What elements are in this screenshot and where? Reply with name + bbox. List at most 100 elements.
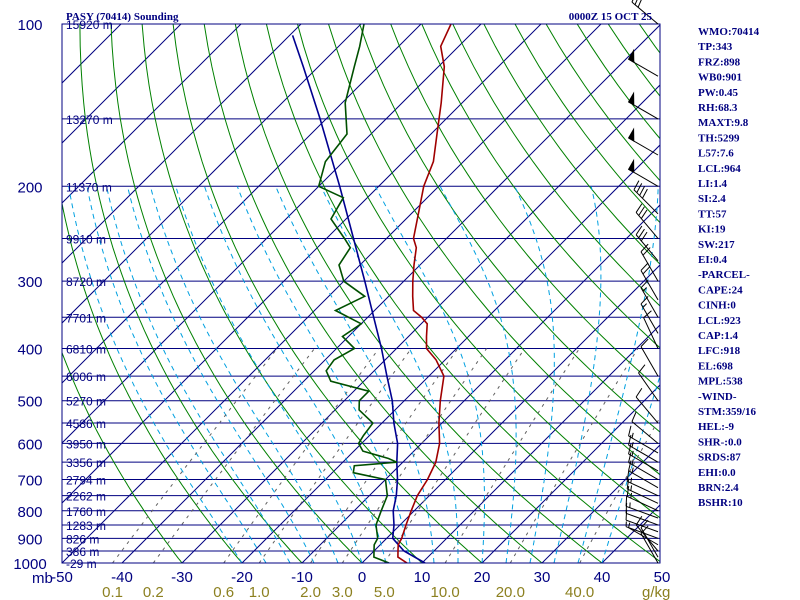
- moist-adiabat-line: [149, 186, 339, 563]
- sounding-index: LI:1.4: [698, 178, 728, 190]
- chart-title: PASY (70414) Sounding: [66, 11, 179, 23]
- wind-barb-staff: [635, 234, 659, 262]
- wind-barb-feather: [626, 478, 630, 490]
- mixing-ratio-line: [444, 348, 580, 563]
- wind-barb: [640, 243, 659, 282]
- wind-barb-staff: [640, 303, 659, 334]
- isotherm-line: [62, 24, 602, 563]
- sounding-index: LCL:923: [698, 315, 741, 327]
- wind-barb: [643, 310, 659, 349]
- isotherm-line: [62, 24, 302, 264]
- mixing-ratio-label: 0.6: [213, 584, 234, 600]
- wind-barb-feather: [640, 262, 649, 271]
- pressure-tick-label: 500: [17, 394, 42, 411]
- wind-barb-staff: [640, 527, 659, 558]
- wind-barb-staff: [626, 488, 659, 504]
- sounding-index: MAXT:9.8: [698, 117, 749, 129]
- height-label: 9910 m: [66, 232, 106, 246]
- moist-adiabat-line: [106, 186, 291, 563]
- isotherm-line: [62, 24, 362, 324]
- dry-adiabat-line: [141, 24, 423, 563]
- wind-barb-feather: [631, 0, 634, 3]
- wind-barb-pennant: [627, 48, 635, 64]
- mixing-ratio-label: 20.0: [496, 584, 525, 600]
- wind-barb-feather: [638, 228, 645, 239]
- height-label: 386 m: [66, 545, 99, 559]
- wind-barb-staff: [625, 526, 659, 539]
- sounding-index: LFC:918: [698, 345, 741, 357]
- isotherm-line: [481, 384, 660, 563]
- mixing-ratio-line: [310, 348, 459, 563]
- chart-timestamp: 0000Z 15 OCT 25: [569, 11, 653, 23]
- temperature-tick-label: -30: [171, 569, 193, 586]
- wind-barb-pennant: [627, 127, 635, 142]
- pressure-tick-label: 200: [17, 179, 42, 196]
- mixing-ratio-label: 0.2: [143, 584, 164, 600]
- mixing-ratio-label: 5.0: [374, 584, 395, 600]
- wind-barb-staff: [628, 453, 659, 472]
- moist-adiabat-line: [553, 186, 602, 563]
- moist-adiabat-line: [204, 186, 387, 563]
- pressure-tick-label: 700: [17, 473, 42, 490]
- dry-adiabat-line: [172, 24, 483, 563]
- wind-barb-half-feather: [631, 459, 634, 465]
- wind-barb: [640, 262, 659, 301]
- sounding-index: WMO:70414: [698, 26, 760, 38]
- temperature-tick-label: -20: [231, 569, 253, 586]
- wind-barb-half-feather: [631, 467, 634, 473]
- temperature-tick-label: -50: [51, 569, 73, 586]
- pressure-tick-label: 800: [17, 504, 42, 521]
- temperature-tick-label: -40: [111, 569, 133, 586]
- height-label: 11370 m: [66, 180, 112, 194]
- sounding-index: BRN:2.4: [698, 482, 739, 494]
- mixing-ratio-line: [112, 348, 278, 563]
- sounding-index: TT:57: [698, 208, 727, 220]
- sounding-index: CAP:1.4: [698, 330, 739, 342]
- parcel-trace: [291, 35, 426, 563]
- sounding-index: -PARCEL-: [698, 269, 750, 281]
- dry-adiabat-line: [359, 24, 660, 433]
- wind-barb-pennant: [627, 158, 635, 174]
- sounding-index: TP:343: [698, 41, 733, 53]
- height-label: 2262 m: [66, 490, 106, 504]
- sounding-index: EI:0.4: [698, 254, 728, 266]
- sounding-index: CAPE:24: [698, 284, 743, 296]
- wind-barb: [626, 470, 659, 497]
- wind-barb: [635, 203, 659, 239]
- wind-barb-feather: [639, 186, 646, 196]
- mixing-ratio-line: [579, 416, 660, 563]
- wind-barb-staff: [628, 527, 659, 546]
- pressure-tick-label: 600: [17, 436, 42, 453]
- wind-barb-half-feather: [631, 441, 634, 448]
- dry-adiabat-line: [62, 200, 243, 563]
- wind-barb: [635, 225, 659, 262]
- wind-barb-feather: [636, 183, 643, 193]
- wind-barb-feather: [640, 338, 649, 347]
- moist-adiabat-line: [514, 186, 555, 563]
- wind-barb: [640, 338, 659, 377]
- dry-adiabat-line: [297, 24, 660, 519]
- sounding-index: EHI:0.0: [698, 467, 736, 479]
- wind-barb-feather: [626, 470, 630, 482]
- wind-barb-staff: [625, 512, 659, 526]
- wind-barb: [628, 425, 659, 454]
- wind-barb-staff: [640, 287, 659, 318]
- wind-barb-feather: [642, 188, 648, 199]
- wind-barb-feather: [631, 411, 637, 422]
- isotherm-line: [62, 24, 182, 144]
- moist-adiabat-line: [86, 186, 267, 563]
- pressure-tick-label: 400: [17, 342, 42, 359]
- moist-adiabat-line: [374, 186, 485, 563]
- dry-adiabat-line: [110, 24, 363, 563]
- dry-adiabat-line: [483, 24, 660, 265]
- wind-barb-feather: [642, 247, 651, 256]
- wind-barb-staff: [640, 251, 659, 282]
- height-label: 5270 m: [66, 395, 106, 409]
- height-label: 13270 m: [66, 113, 113, 127]
- moist-adiabat-line: [68, 186, 243, 563]
- isotherm-line: [62, 24, 542, 504]
- wind-barb-feather: [642, 265, 651, 275]
- pressure-tick-label: 900: [17, 531, 42, 548]
- sounding-index: SRDS:87: [698, 452, 741, 464]
- temperature-trace: [397, 24, 452, 563]
